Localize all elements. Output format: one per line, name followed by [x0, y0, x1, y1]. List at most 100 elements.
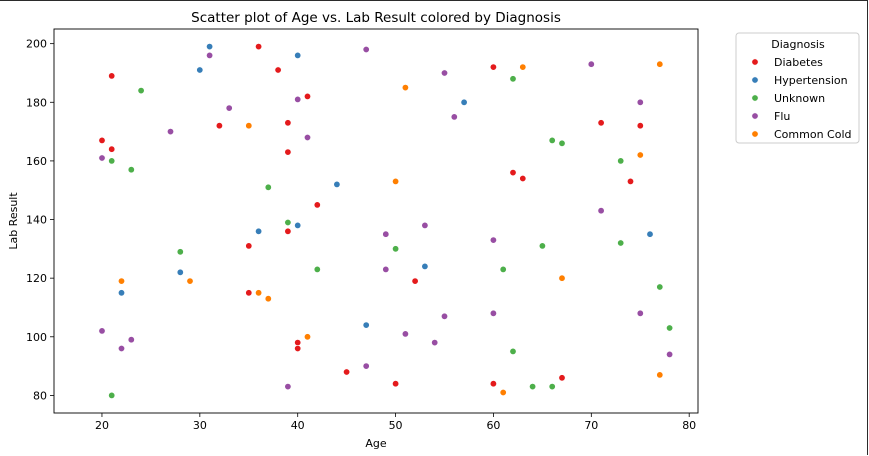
data-point [499, 388, 507, 396]
legend-marker [751, 58, 759, 66]
data-point [666, 324, 674, 332]
data-point [450, 113, 458, 121]
data-point [333, 180, 341, 188]
data-point [303, 333, 311, 341]
legend-box [735, 32, 860, 144]
data-point [392, 245, 400, 253]
data-point [255, 289, 263, 297]
data-point [421, 221, 429, 229]
data-point [245, 242, 253, 250]
data-point [362, 45, 370, 53]
legend-marker [751, 76, 759, 84]
data-point [284, 227, 292, 235]
data-point [264, 295, 272, 303]
x-tick-label: 80 [682, 419, 696, 432]
data-point [274, 66, 282, 74]
data-point [108, 391, 116, 399]
legend-entries: Diabetes Hypertension Unknown Flu Common Col… [751, 56, 852, 141]
legend-entry-label: Flu [774, 110, 790, 123]
data-point [108, 145, 116, 153]
data-point [108, 157, 116, 165]
data-point [509, 169, 517, 177]
data-point [108, 72, 116, 80]
data-point [284, 119, 292, 127]
data-point [519, 63, 527, 71]
y-tick-label: 180 [26, 96, 47, 109]
chart-title: Scatter plot of Age vs. Lab Result color… [191, 10, 561, 26]
data-point [176, 248, 184, 256]
data-point [548, 383, 556, 391]
y-tick-label: 200 [26, 38, 47, 51]
data-point [186, 277, 194, 285]
data-point [118, 277, 126, 285]
data-point [509, 347, 517, 355]
data-point [225, 104, 233, 112]
data-point [636, 309, 644, 317]
data-point [118, 289, 126, 297]
y-tick-label: 120 [26, 272, 47, 285]
legend-entry-label: Diabetes [774, 56, 823, 69]
points-layer [98, 43, 674, 399]
data-point [255, 43, 263, 51]
data-point [245, 289, 253, 297]
y-axis-ticks: 80 100 120 140 160 180 200 [26, 38, 54, 402]
data-point [421, 262, 429, 270]
data-point [617, 239, 625, 247]
data-point [98, 327, 106, 335]
data-point [362, 362, 370, 370]
y-tick-label: 140 [26, 214, 47, 227]
x-tick-label: 40 [291, 419, 305, 432]
data-point [519, 175, 527, 183]
legend-marker [751, 112, 759, 120]
data-point [382, 230, 390, 238]
data-point [245, 122, 253, 130]
data-point [401, 330, 409, 338]
data-point [431, 339, 439, 347]
data-point [548, 136, 556, 144]
data-point [294, 221, 302, 229]
data-point [666, 350, 674, 358]
x-tick-label: 30 [193, 419, 207, 432]
data-point [127, 166, 135, 174]
data-point [98, 136, 106, 144]
data-point [626, 177, 634, 185]
data-point [597, 119, 605, 127]
legend-marker [751, 130, 759, 138]
x-axis-label: Age [365, 437, 387, 450]
data-point [411, 277, 419, 285]
x-tick-label: 50 [389, 419, 403, 432]
y-axis-label: Lab Result [7, 192, 20, 250]
data-point [656, 60, 664, 68]
data-point [538, 242, 546, 250]
data-point [558, 274, 566, 282]
legend-marker [751, 94, 759, 102]
legend: Diagnosis Diabetes Hypertension Unknown Flu… [735, 32, 860, 144]
data-point [98, 154, 106, 162]
data-point [167, 128, 175, 136]
data-point [529, 383, 537, 391]
data-point [284, 148, 292, 156]
x-axis-ticks: 20 30 40 50 60 70 80 [95, 413, 696, 432]
data-point [294, 51, 302, 59]
data-point [196, 66, 204, 74]
data-point [118, 344, 126, 352]
data-point [489, 236, 497, 244]
data-point [206, 51, 214, 59]
data-point [636, 122, 644, 130]
data-point [343, 368, 351, 376]
x-tick-label: 70 [584, 419, 598, 432]
data-point [509, 75, 517, 83]
x-tick-label: 20 [95, 419, 109, 432]
data-point [294, 344, 302, 352]
data-point [597, 207, 605, 215]
data-point [646, 230, 654, 238]
data-point [215, 122, 223, 130]
data-point [656, 371, 664, 379]
data-point [127, 336, 135, 344]
data-point [176, 268, 184, 276]
data-point [558, 139, 566, 147]
data-point [460, 98, 468, 106]
data-point [440, 69, 448, 77]
